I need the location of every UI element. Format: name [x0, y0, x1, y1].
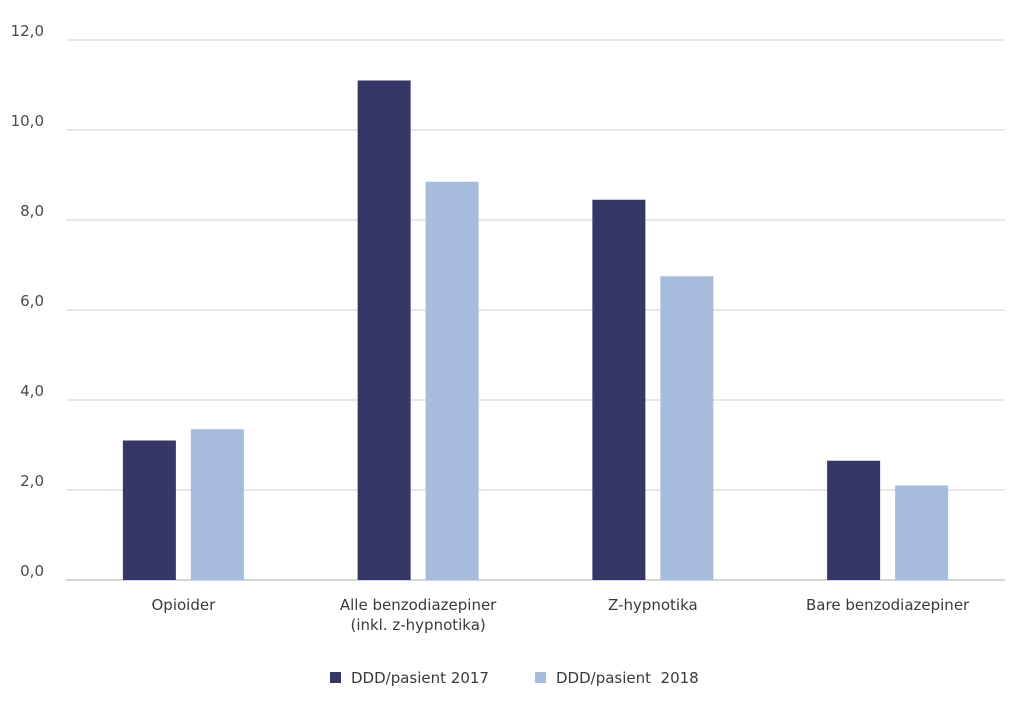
x-category-label: Bare benzodiazepiner: [806, 596, 970, 614]
x-category-label: Opioider: [151, 596, 216, 614]
bar-series-1-category-3: [592, 199, 646, 580]
bar-series-1-category-4: [827, 460, 881, 580]
x-category-label: Alle benzodiazepiner (inkl. z-hypnotika): [340, 596, 497, 634]
bar-series-1-category-1: [122, 440, 176, 580]
y-axis-ticks: 0,0 2,0 4,0 6,0 8,0 10,0 12,0: [11, 22, 44, 580]
legend-swatch: [535, 672, 546, 683]
x-category-label-line: (inkl. z-hypnotika): [350, 616, 485, 634]
y-tick-label: 8,0: [20, 202, 44, 220]
legend-label: DDD/pasient 2018: [556, 669, 699, 687]
legend-label: DDD/pasient 2017: [351, 669, 489, 687]
y-tick-label: 10,0: [11, 112, 44, 130]
legend-item: DDD/pasient 2018: [535, 669, 699, 687]
x-category-label: Z-hypnotika: [608, 596, 698, 614]
x-axis-labels: Opioider Alle benzodiazepiner (inkl. z-hyp…: [151, 596, 970, 634]
legend: DDD/pasient 2017 DDD/pasient 2018: [330, 669, 699, 687]
y-tick-label: 0,0: [20, 562, 44, 580]
y-tick-label: 2,0: [20, 472, 44, 490]
bar-series-1-category-2: [357, 80, 411, 580]
bar-series-2-category-2: [425, 181, 479, 580]
y-tick-label: 12,0: [11, 22, 44, 40]
legend-item: DDD/pasient 2017: [330, 669, 489, 687]
y-tick-label: 4,0: [20, 382, 44, 400]
x-category-label-line: Bare benzodiazepiner: [806, 596, 970, 614]
bar-series-2-category-4: [895, 485, 949, 580]
bar-series-2-category-3: [660, 276, 714, 580]
legend-swatch: [330, 672, 341, 683]
bars: [122, 80, 949, 580]
x-category-label-line: Z-hypnotika: [608, 596, 698, 614]
bar-series-2-category-1: [190, 429, 244, 580]
y-tick-label: 6,0: [20, 292, 44, 310]
x-category-label-line: Opioider: [151, 596, 216, 614]
x-category-label-line: Alle benzodiazepiner: [340, 596, 497, 614]
